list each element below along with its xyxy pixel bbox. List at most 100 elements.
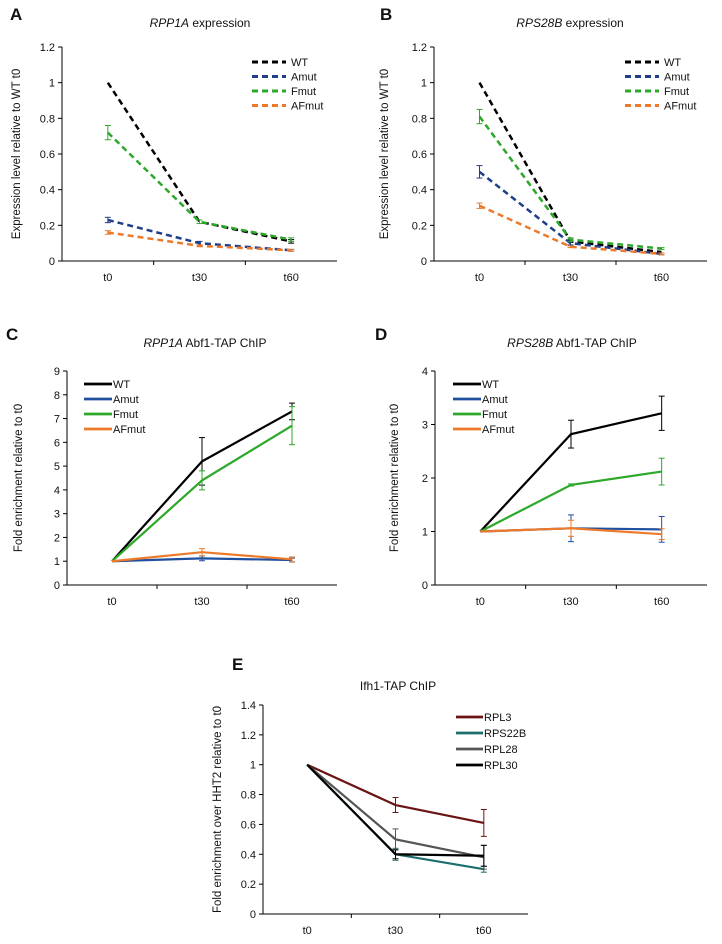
- series-wt: WT: [478, 57, 681, 254]
- x-tick-label: t0: [475, 272, 484, 284]
- y-tick-label: 1: [250, 760, 256, 772]
- series-wt: WT: [453, 379, 665, 533]
- legend-label: Fmut: [664, 86, 689, 98]
- series-line: [478, 82, 662, 254]
- y-tick-label: 1.4: [241, 700, 256, 712]
- panel-b: B RPS28B expression 0 0.2 0.4 0.6 0.8 1 1.2 t0 t30…: [379, 5, 707, 284]
- y-tick-label: 4: [422, 366, 428, 378]
- x-tick-label: t0: [103, 272, 112, 284]
- chart-title: RPS28B Abf1-TAP ChIP: [507, 336, 637, 350]
- y-tick-label: 0.4: [241, 849, 256, 861]
- y-tick-label: 1.2: [412, 42, 427, 54]
- x-tick-label: t0: [107, 596, 116, 608]
- legend-label: RPS22B: [484, 728, 526, 740]
- panel-label: B: [380, 5, 392, 24]
- y-tick-label: 0: [250, 909, 256, 921]
- y-tick-label: 0.2: [40, 220, 55, 232]
- series-wt: WT: [84, 379, 295, 562]
- title-text: Ifh1-TAP ChIP: [360, 679, 436, 693]
- title-gene: RPP1A: [144, 336, 183, 350]
- x-tick-label: t30: [563, 272, 578, 284]
- legend-label: WT: [113, 379, 130, 391]
- title-text: expression: [189, 16, 250, 30]
- y-tick-label: 0: [54, 580, 60, 592]
- series-fmut: Fmut: [104, 86, 316, 242]
- title-text: expression: [562, 16, 623, 30]
- y-tick-label: 0.4: [40, 185, 55, 197]
- title-gene: RPS28B: [516, 16, 562, 30]
- series-amut: Amut: [476, 72, 690, 256]
- y-tick-label: 2: [54, 532, 60, 544]
- series-rpl3: RPL3: [306, 712, 512, 837]
- chart-title: RPP1A Abf1-TAP ChIP: [144, 336, 267, 350]
- y-tick-label: 0.8: [412, 113, 427, 125]
- y-tick-label: 0.2: [412, 220, 427, 232]
- panel-label: E: [232, 655, 243, 674]
- series-fmut: Fmut: [84, 406, 295, 563]
- y-tick-label: 0.4: [412, 185, 427, 197]
- x-tick-label: t0: [476, 596, 485, 608]
- legend-label: Fmut: [482, 409, 507, 421]
- y-tick-label: 0: [422, 580, 428, 592]
- y-tick-label: 0.2: [241, 879, 256, 891]
- series-rpl30: RPL30: [306, 760, 518, 867]
- y-tick-label: 2: [422, 473, 428, 485]
- x-tick-label: t60: [654, 272, 669, 284]
- y-axis-label: Fold enrichment relative to t0: [389, 404, 401, 552]
- y-tick-label: 0.8: [241, 790, 256, 802]
- legend-label: Amut: [291, 72, 317, 84]
- panel-a: A RPP1A expression 0 0.2 0.4 0.6 0.8 1 1.2 t0 t30 t…: [10, 5, 337, 284]
- x-tick-label: t60: [476, 925, 491, 937]
- series-line: [106, 81, 292, 243]
- y-axis-label: Fold enrichment over HHT2 relative to t0: [212, 706, 224, 913]
- y-tick-label: 0.6: [241, 819, 256, 831]
- legend-label: Fmut: [113, 409, 138, 421]
- legend-label: Fmut: [291, 86, 316, 98]
- series-afmut: AFmut: [84, 424, 295, 563]
- y-tick-label: 0.6: [40, 149, 55, 161]
- series-fmut: Fmut: [453, 409, 665, 533]
- y-tick-label: 3: [54, 509, 60, 521]
- panel-label: A: [10, 5, 22, 24]
- y-tick-label: 0: [49, 256, 55, 268]
- series-line: [478, 115, 662, 250]
- x-tick-label: t60: [284, 596, 299, 608]
- y-tick-label: 0.6: [412, 149, 427, 161]
- chart-title: Ifh1-TAP ChIP: [360, 679, 436, 693]
- panel-c: C RPP1A Abf1-TAP ChIP 0 1 2 3 4 5 6 7 8 9 t0 t30 t60 Fo…: [6, 325, 337, 608]
- panel-e: E Ifh1-TAP ChIP 0 0.2 0.4 0.6 0.8 1 1.2 1.4 t0 t30 t…: [212, 655, 528, 937]
- x-tick-label: t0: [303, 925, 312, 937]
- y-tick-label: 0: [421, 256, 427, 268]
- series-fmut: Fmut: [476, 86, 689, 250]
- x-tick-label: t30: [563, 596, 578, 608]
- legend-label: RPL3: [484, 712, 512, 724]
- chart-title: RPS28B expression: [516, 16, 623, 30]
- y-tick-label: 7: [54, 414, 60, 426]
- series-amut: Amut: [84, 394, 295, 563]
- panel-label: D: [375, 325, 387, 344]
- y-axis-label: Fold enrichment relative to t0: [13, 404, 25, 552]
- y-tick-label: 1: [421, 78, 427, 90]
- series-line: [106, 131, 292, 241]
- legend-label: WT: [482, 379, 499, 391]
- legend-label: AFmut: [482, 424, 514, 436]
- series-afmut: AFmut: [476, 101, 696, 256]
- y-tick-label: 1: [54, 556, 60, 568]
- x-tick-label: t60: [284, 272, 299, 284]
- title-text: Abf1-TAP ChIP: [183, 336, 267, 350]
- legend-label: Amut: [113, 394, 139, 406]
- x-tick-label: t30: [192, 272, 207, 284]
- y-tick-label: 6: [54, 437, 60, 449]
- x-tick-label: t60: [654, 596, 669, 608]
- series-line: [306, 763, 485, 825]
- legend-label: Amut: [664, 72, 690, 84]
- title-text: Abf1-TAP ChIP: [553, 336, 637, 350]
- legend-label: WT: [291, 57, 308, 69]
- x-tick-label: t30: [388, 925, 403, 937]
- panel-d: D RPS28B Abf1-TAP ChIP 0 1 2 3 4 t0 t30 t60 Fold e…: [375, 325, 707, 608]
- series-afmut: AFmut: [453, 424, 665, 541]
- legend-label: RPL28: [484, 744, 518, 756]
- series-afmut: AFmut: [104, 101, 323, 252]
